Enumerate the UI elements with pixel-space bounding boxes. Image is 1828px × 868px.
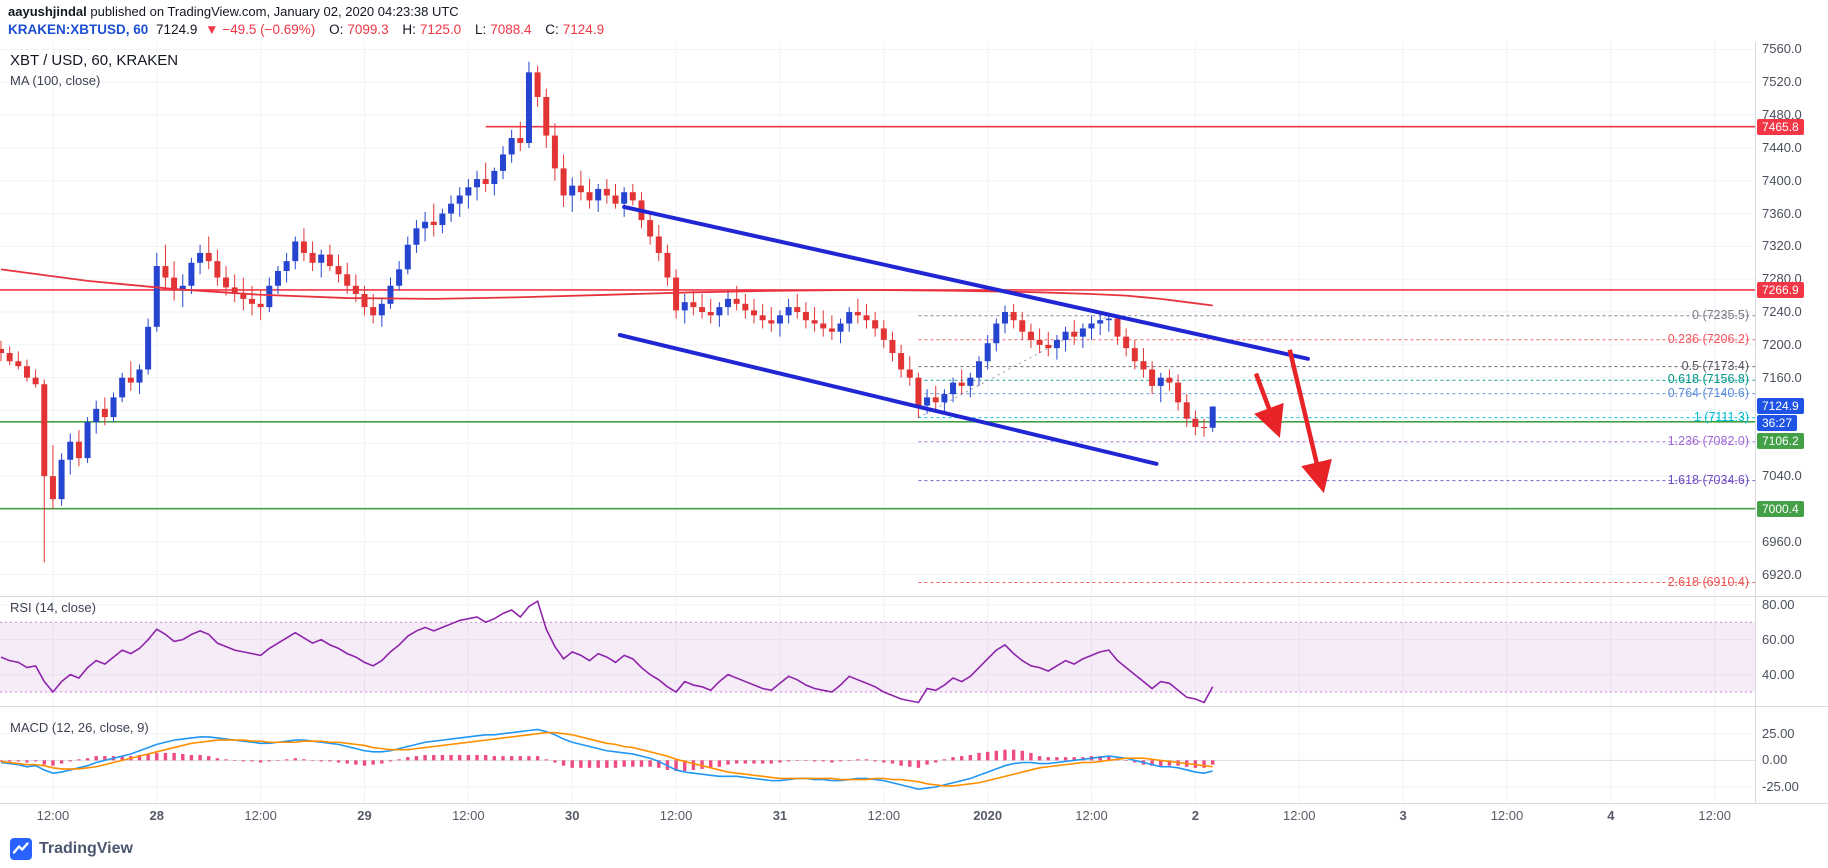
time-tick-label: 12:00 xyxy=(1075,808,1108,823)
open-value: 7099.3 xyxy=(347,22,389,37)
rsi-tick-label: 60.00 xyxy=(1762,631,1795,647)
price-axis-badge: 7124.9 xyxy=(1757,398,1804,415)
price-change: ▼ −49.5 (−0.69%) xyxy=(205,22,316,37)
macd-tick-label: 0.00 xyxy=(1762,752,1788,768)
last-price: 7124.9 xyxy=(156,22,198,37)
price-tick-label: 7240.0 xyxy=(1762,304,1802,320)
fib-level-label: 1.618 (7034.6) xyxy=(1667,472,1749,487)
price-tick-label: 7200.0 xyxy=(1762,336,1802,352)
high-label: H: xyxy=(402,22,416,37)
tradingview-logo[interactable]: TradingView xyxy=(10,838,133,860)
macd-study-legend[interactable]: MACD (12, 26, close, 9) xyxy=(10,720,149,735)
time-tick-label: 12:00 xyxy=(659,808,693,823)
main-pane-legend[interactable]: XBT / USD, 60, KRAKEN xyxy=(10,52,179,69)
price-axis-badge: 7106.2 xyxy=(1757,432,1804,449)
rsi-tick-label: 40.00 xyxy=(1762,666,1795,682)
attribution-text: published on TradingView.com, January 02… xyxy=(86,4,459,19)
fib-level-label: 1 (7111.3) xyxy=(1693,409,1749,424)
price-tick-label: 7520.0 xyxy=(1762,74,1802,90)
time-tick-label: 12:00 xyxy=(1698,808,1731,823)
price-tick-label: 7440.0 xyxy=(1762,139,1802,155)
fib-level-label: 0.236 (7206.2) xyxy=(1667,331,1749,346)
open-label: O: xyxy=(329,22,344,37)
price-tick-label: 7480.0 xyxy=(1762,107,1802,123)
rsi-study-legend[interactable]: RSI (14, close) xyxy=(10,600,96,615)
time-tick-label: 2 xyxy=(1191,808,1199,823)
symbol-name[interactable]: KRAKEN:XBTUSD, 60 xyxy=(8,22,149,37)
close-value: 7124.9 xyxy=(562,22,605,37)
time-tick-label: 12:00 xyxy=(452,808,485,823)
price-tick-label: 7040.0 xyxy=(1762,468,1802,484)
time-tick-label: 31 xyxy=(772,808,788,823)
price-axis-badge: 7266.9 xyxy=(1757,281,1804,298)
fib-level-label: 0.5 (7173.4) xyxy=(1681,358,1749,373)
price-tick-label: 7320.0 xyxy=(1762,238,1802,254)
fib-level-label: 0.764 (7140.6) xyxy=(1667,385,1749,400)
ma-study-legend[interactable]: MA (100, close) xyxy=(10,73,101,88)
attribution-line: aayushjindal published on TradingView.co… xyxy=(8,4,459,19)
macd-tick-label: -25.00 xyxy=(1762,779,1799,794)
time-tick-label: 30 xyxy=(564,808,580,823)
close-label: C: xyxy=(545,22,559,37)
price-tick-label: 7400.0 xyxy=(1762,172,1802,188)
price-axis-badge: 7465.8 xyxy=(1757,118,1804,135)
fib-level-label: 1.236 (7082.0) xyxy=(1667,433,1749,448)
time-tick-label: 2020 xyxy=(973,808,1003,823)
price-tick-label: 7360.0 xyxy=(1762,205,1802,221)
rsi-tick-label: 80.00 xyxy=(1762,596,1795,612)
symbol-info-line: KRAKEN:XBTUSD, 60 7124.9 ▼ −49.5 (−0.69%… xyxy=(8,22,608,37)
price-tick-label: 7160.0 xyxy=(1762,369,1802,385)
low-value: 7088.4 xyxy=(490,22,532,37)
tradingview-logo-icon xyxy=(10,838,32,860)
time-tick-label: 12:00 xyxy=(244,808,277,823)
time-tick-label: 3 xyxy=(1399,808,1407,823)
time-tick-label: 28 xyxy=(149,808,165,823)
tradingview-logo-text: TradingView xyxy=(39,840,133,857)
high-value: 7125.0 xyxy=(419,22,462,37)
time-tick-label: 12:00 xyxy=(867,808,901,823)
time-tick-label: 12:00 xyxy=(1282,808,1316,823)
price-axis-badge: 36:27 xyxy=(1757,415,1798,432)
price-axis-badge: 7000.4 xyxy=(1757,500,1804,517)
time-tick-label: 12:00 xyxy=(1490,808,1524,823)
time-tick-label: 4 xyxy=(1607,808,1615,823)
price-tick-label: 7560.0 xyxy=(1762,41,1802,57)
price-tick-label: 6960.0 xyxy=(1762,533,1802,549)
macd-tick-label: 25.00 xyxy=(1762,725,1795,741)
low-label: L: xyxy=(474,22,487,37)
fib-level-label: 2.618 (6910.4) xyxy=(1667,574,1749,589)
fib-level-label: 0.618 (7156.8) xyxy=(1667,372,1749,387)
attribution-author: aayushjindal xyxy=(8,4,87,19)
time-tick-label: 29 xyxy=(357,808,372,823)
fib-level-label: 0 (7235.5) xyxy=(1692,307,1749,322)
price-tick-label: 6920.0 xyxy=(1762,566,1802,582)
time-tick-label: 12:00 xyxy=(36,808,70,823)
